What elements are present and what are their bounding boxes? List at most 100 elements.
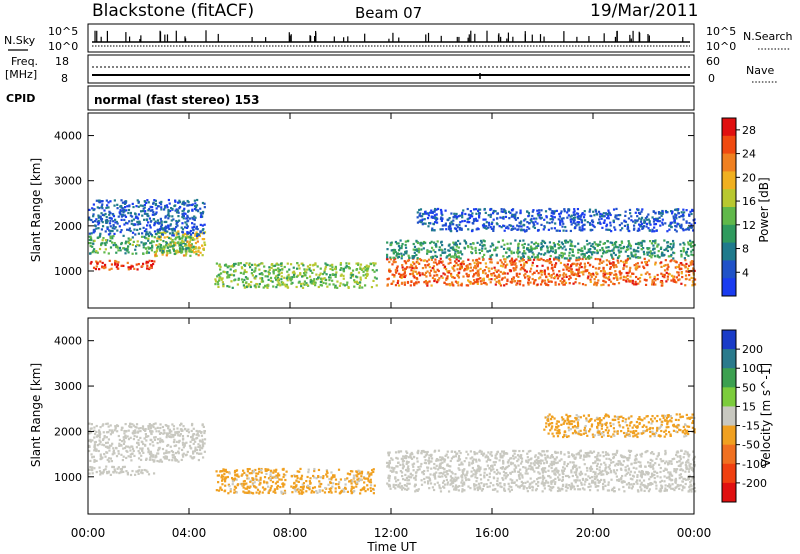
echo-cell (589, 223, 592, 226)
echo-cell (302, 486, 305, 489)
echo-cell (583, 213, 586, 216)
echo-cell (190, 447, 193, 450)
echo-cell (543, 469, 546, 472)
echo-cell (669, 210, 673, 213)
echo-cell (147, 451, 150, 454)
echo-cell (246, 285, 250, 288)
echo-cell (483, 240, 486, 243)
echo-cell (334, 487, 337, 490)
echo-cell (564, 273, 568, 276)
echo-cell (515, 265, 518, 268)
echo-cell (611, 264, 615, 267)
echo-cell (190, 203, 194, 207)
echo-cell (471, 259, 475, 262)
noise-panel: N.Sky 10^5 10^0 10^5 10^0 N.Search (4, 23, 793, 53)
echo-cell (524, 466, 527, 469)
echo-cell (184, 212, 187, 215)
echo-cell (253, 481, 256, 484)
echo-cell (493, 266, 496, 269)
echo-cell (549, 245, 552, 248)
echo-cell (159, 426, 162, 430)
echo-cell (154, 436, 157, 439)
noise-left-tick-bottom: 10^0 (48, 40, 78, 53)
echo-cell (569, 244, 572, 247)
echo-cell (101, 438, 105, 442)
echo-cell (581, 257, 584, 261)
echo-cell (296, 474, 299, 478)
echo-cell (663, 239, 666, 242)
echo-cell (561, 256, 564, 259)
echo-cell (190, 246, 193, 249)
echo-cell (674, 228, 677, 231)
echo-cell (358, 281, 362, 284)
echo-cell (490, 267, 493, 270)
echo-cell (309, 278, 313, 281)
echo-cell (670, 460, 673, 463)
echo-cell (228, 285, 231, 288)
echo-cell (184, 454, 187, 457)
echo-cell (89, 252, 92, 255)
echo-cell (551, 218, 555, 221)
echo-cell (551, 246, 554, 249)
echo-cell (309, 482, 312, 485)
echo-cell (121, 458, 124, 462)
echo-cell (639, 471, 642, 474)
echo-cell (287, 273, 290, 276)
echo-cell (692, 267, 695, 270)
echo-cell (554, 222, 557, 225)
echo-cell (98, 206, 101, 210)
echo-cell (397, 255, 401, 259)
echo-cell (145, 247, 148, 250)
echo-cell (160, 206, 163, 209)
echo-cell (185, 217, 188, 220)
echo-cell (682, 246, 685, 250)
echo-cell (602, 279, 605, 282)
echo-cell (88, 216, 91, 219)
echo-cell (161, 227, 164, 230)
echo-cell (454, 264, 457, 267)
echo-cell (135, 426, 138, 429)
echo-cell (677, 212, 681, 215)
echo-cell (637, 246, 640, 249)
echo-cell (495, 254, 498, 257)
echo-cell (129, 266, 132, 269)
echo-cell (171, 229, 174, 232)
echo-cell (647, 227, 650, 230)
echo-cell (575, 263, 578, 266)
echo-cell (415, 277, 419, 280)
echo-cell (462, 262, 465, 266)
echo-cell (396, 281, 399, 285)
echo-cell (162, 456, 165, 459)
echo-cell (458, 242, 462, 245)
echo-cell (305, 268, 309, 271)
echo-cell (527, 255, 530, 259)
echo-cell (256, 283, 259, 286)
echo-cell (302, 482, 306, 485)
echo-cell (93, 436, 96, 439)
echo-cell (106, 227, 109, 231)
echo-cell (627, 217, 631, 220)
echo-cell (451, 255, 454, 258)
echo-cell (301, 486, 304, 489)
echo-cell (681, 263, 684, 266)
echo-cell (222, 270, 225, 273)
echo-cell (614, 270, 617, 273)
echo-cell (95, 265, 98, 268)
echo-cell (277, 472, 280, 475)
echo-cell (685, 221, 688, 224)
echo-cell (236, 283, 239, 286)
echo-cell (622, 245, 626, 248)
echo-cell (154, 212, 157, 215)
echo-cell (566, 263, 569, 266)
echo-cell (247, 283, 250, 286)
echo-cell (670, 462, 673, 465)
echo-cell (189, 238, 192, 241)
echo-cell (113, 199, 116, 202)
echo-cell (280, 281, 283, 284)
echo-cell (173, 438, 176, 441)
echo-cell (424, 266, 427, 269)
echo-cell (664, 487, 667, 490)
echo-cell (163, 236, 166, 239)
echo-cell (583, 266, 586, 269)
